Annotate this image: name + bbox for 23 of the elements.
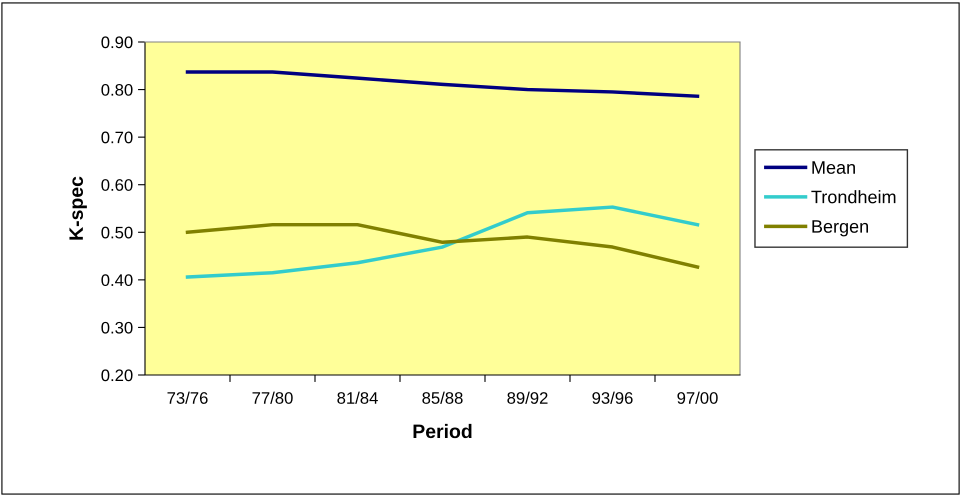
y-tick-label: 0.30 [101,322,133,334]
line-series [186,205,700,279]
x-tick-label: 85/88 [422,392,463,404]
y-axis-title: K-spec [69,176,87,240]
x-tick-label: 97/00 [677,392,718,404]
y-tick-label: 0.60 [101,179,133,191]
y-tick-label: 0.20 [101,369,133,382]
x-tick-label: 81/84 [337,392,378,404]
y-tick-label: 0.40 [101,274,133,286]
y-tick-label: 0.80 [101,84,133,96]
legend-label: Mean [812,161,855,174]
y-tick-label: 0.50 [101,226,133,238]
x-tick-label: 77/80 [252,392,293,404]
y-tick-label: 0.90 [101,36,133,48]
x-tick-label: 93/96 [592,392,633,404]
x-tick-label: 73/76 [168,392,208,404]
legend-label: Trondheim [811,190,896,204]
y-tick-label: 0.70 [101,132,133,144]
x-tick-label: 89/92 [507,392,548,404]
line-series [186,70,700,98]
line-series [186,222,700,269]
legend-label: Bergen [812,220,868,236]
x-axis-title: Period [414,424,472,438]
